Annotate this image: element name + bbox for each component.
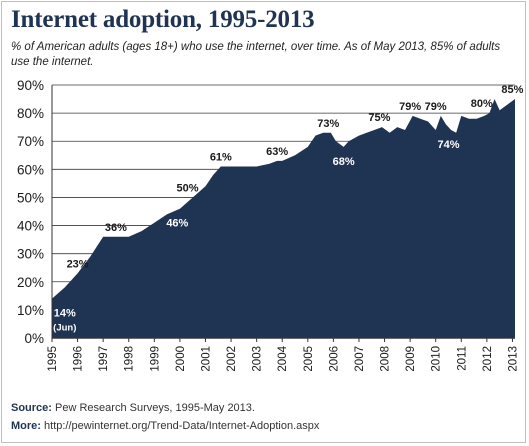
x-tick-label: 1999 [149,346,161,372]
x-tick-label: 2008 [380,346,392,372]
data-label: 50% [177,182,199,194]
data-label: 68% [333,156,355,168]
data-label: 23% [67,258,89,270]
more-label: More: [11,420,41,432]
data-label: 73% [317,118,339,130]
y-tick-label: 0% [24,331,44,346]
chart-title: Internet adoption, 1995-2013 [11,6,315,33]
chart-subtitle: % of American adults (ages 18+) who use … [11,41,501,68]
y-tick-label: 30% [17,247,44,262]
x-tick-label: 2011 [456,346,468,371]
y-tick-label: 40% [17,219,44,234]
data-label: 75% [368,112,390,124]
data-label: 14% [54,308,76,320]
data-label: 61% [210,152,232,164]
data-label: 74% [437,139,459,151]
data-label: 46% [166,218,188,230]
data-label: 63% [266,146,288,158]
y-tick-label: 10% [17,303,44,318]
x-tick-label: 2005 [303,346,315,372]
source-note: Source: Pew Research Surveys, 1995-May 2… [11,402,255,414]
x-tick-label: 2010 [431,346,443,372]
x-tick-label: 2000 [175,346,187,372]
more-note: More: http://pewinternet.org/Trend-Data/… [11,420,319,432]
x-tick-label: 1995 [47,346,59,372]
y-tick-label: 70% [17,134,44,149]
y-tick-label: 20% [17,275,44,290]
x-tick-label: 2009 [405,346,417,372]
x-tick-label: 1997 [98,346,110,372]
x-tick-label: 2013 [507,346,519,372]
data-label: 36% [105,222,127,234]
x-tick-label: 2007 [354,346,366,372]
x-tick-label: 2004 [277,345,289,371]
x-tick-label: 1998 [124,346,136,372]
y-tick-label: 80% [17,106,44,121]
data-label: 85% [501,84,523,96]
x-tick-label: 2001 [200,346,212,372]
data-label: 80% [471,98,493,110]
x-tick-label: 2002 [226,346,238,372]
data-label: 79% [399,101,421,113]
source-text: Pew Research Surveys, 1995-May 2013. [55,402,255,414]
more-link[interactable]: http://pewinternet.org/Trend-Data/Intern… [44,420,320,432]
data-label: 79% [425,101,447,113]
x-tick-label: 2006 [328,346,340,372]
data-label-note: (Jun) [53,323,76,334]
y-tick-label: 90% [17,78,44,93]
x-tick-label: 2012 [482,346,494,372]
source-label: Source: [11,402,52,414]
x-tick-label: 2003 [252,346,264,372]
y-tick-label: 50% [17,190,44,205]
series-area [52,99,515,338]
x-tick-label: 1996 [73,346,85,372]
y-tick-label: 60% [17,162,44,177]
